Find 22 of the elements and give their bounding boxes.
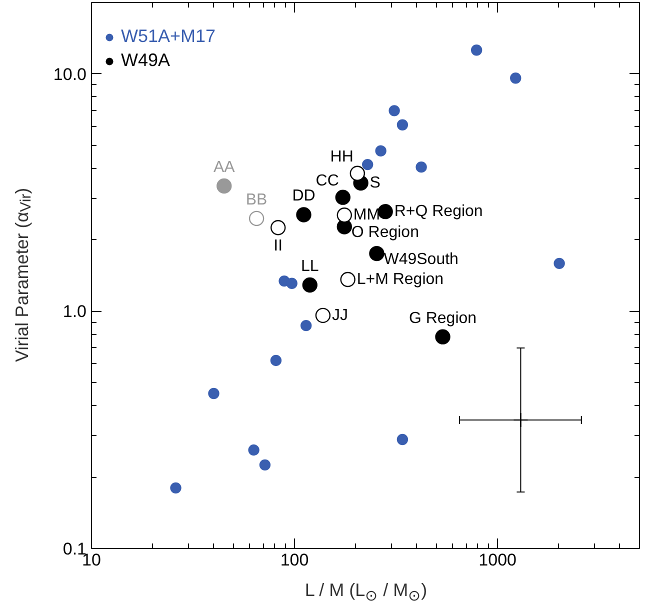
annotation: LL — [300, 258, 319, 275]
annotation: BB — [246, 191, 268, 208]
x-axis-title: L / M (L$_{⊙}$ / M$_{⊙}$) — [304, 579, 428, 607]
x-tick-label: 1000 — [478, 550, 516, 570]
y-tick-label: 10.0 — [53, 64, 87, 84]
annotation: R+Q Region — [394, 203, 483, 220]
y-tick-label: 1.0 — [62, 302, 87, 322]
annotation: HH — [330, 148, 354, 166]
legend-label: W49A — [121, 50, 170, 71]
annotation: DD — [292, 188, 316, 205]
annotation: S — [370, 174, 380, 192]
annotation: L+M Region — [356, 271, 444, 288]
annotation: II — [274, 238, 283, 255]
annotation: JJ — [332, 306, 348, 324]
annotation: G Region — [408, 310, 477, 327]
annotation: AA — [213, 159, 236, 176]
annotation: W49South — [384, 251, 458, 268]
legend-label: W51A+M17 — [121, 26, 216, 47]
annotation: CC — [316, 172, 339, 190]
annotation: O Region — [351, 224, 419, 242]
x-tick-label: 100 — [280, 550, 309, 570]
annotation: MM — [353, 206, 380, 224]
